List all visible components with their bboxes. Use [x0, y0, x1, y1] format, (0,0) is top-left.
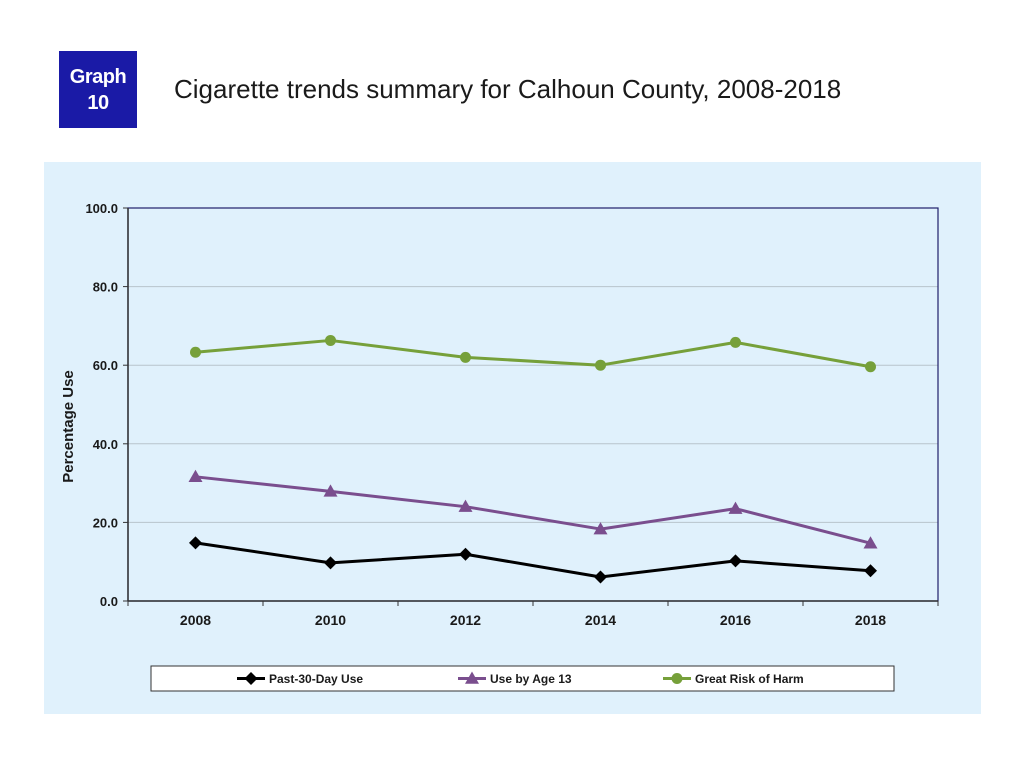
x-tick-label: 2012 [450, 612, 481, 628]
data-point-use-by-age-13 [458, 499, 473, 512]
y-tick-label: 0.0 [100, 594, 118, 609]
data-point-great-risk-of-harm [190, 346, 201, 358]
legend-marker [244, 672, 258, 685]
x-tick-label: 2018 [855, 612, 886, 628]
y-tick-label: 100.0 [85, 201, 118, 216]
legend-marker [671, 673, 683, 684]
graph-badge: Graph 10 [59, 51, 137, 128]
data-point-past-30-day-use [459, 547, 472, 561]
y-tick-label: 40.0 [93, 437, 118, 452]
data-point-great-risk-of-harm [730, 336, 741, 348]
data-point-past-30-day-use [594, 570, 607, 584]
data-point-past-30-day-use [189, 536, 202, 550]
legend-label: Great Risk of Harm [695, 672, 804, 686]
x-tick-label: 2010 [315, 612, 346, 628]
x-tick-label: 2014 [585, 612, 616, 628]
plot-area [128, 208, 938, 601]
legend [150, 665, 895, 692]
data-point-great-risk-of-harm [460, 351, 471, 363]
page-title: Cigarette trends summary for Calhoun Cou… [174, 74, 842, 104]
series-line-great-risk-of-harm [195, 338, 871, 369]
x-tick-label: 2016 [720, 612, 751, 628]
data-point-great-risk-of-harm [865, 361, 876, 373]
legend-label: Past-30-Day Use [269, 672, 363, 686]
graph-badge-number: 10 [87, 91, 109, 114]
legend-marker [465, 671, 479, 684]
y-tick-label: 20.0 [93, 515, 118, 530]
y-tick-label: 60.0 [93, 358, 118, 373]
data-point-past-30-day-use [729, 554, 742, 568]
data-point-use-by-age-13 [728, 501, 743, 514]
data-point-use-by-age-13 [323, 484, 338, 497]
y-tick-label: 80.0 [93, 280, 118, 295]
legend-label: Use by Age 13 [490, 672, 572, 686]
data-point-great-risk-of-harm [595, 359, 606, 371]
series-line-past-30-day-use [195, 541, 871, 579]
data-point-use-by-age-13 [863, 536, 878, 549]
data-point-use-by-age-13 [593, 522, 608, 535]
x-tick-label: 2008 [180, 612, 211, 628]
data-point-past-30-day-use [324, 556, 337, 570]
data-point-use-by-age-13 [188, 469, 203, 483]
data-point-past-30-day-use [864, 564, 877, 578]
graph-badge-label: Graph [69, 65, 127, 88]
series-line-use-by-age-13 [195, 475, 871, 545]
y-axis-title: Percentage Use [60, 370, 77, 483]
data-point-great-risk-of-harm [325, 334, 336, 346]
